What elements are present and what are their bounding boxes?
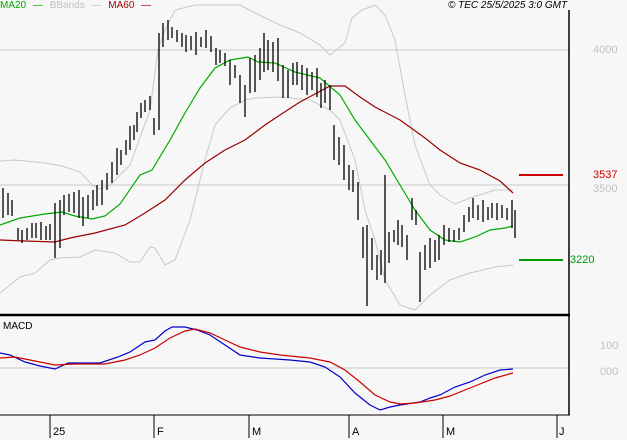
- x-label-jun: J: [559, 426, 565, 438]
- bband-upper-line: [0, 4, 513, 205]
- legend-bbands: BBands —: [49, 0, 102, 11]
- macd-line: [0, 326, 514, 411]
- resistance-level-label: 3537: [593, 169, 618, 181]
- macd-y-label-000: 000: [600, 366, 619, 378]
- x-label-feb: F: [157, 426, 164, 438]
- x-axis-ticks: [49, 415, 558, 438]
- macd-panel-title: MACD: [3, 321, 33, 332]
- legend-ma60: MA60 —: [108, 0, 152, 11]
- x-label-apr: A: [352, 426, 360, 438]
- y-label-3500: 3500: [593, 183, 618, 195]
- chart-legend: MA20 — BBands — MA60 —: [0, 0, 155, 12]
- x-label-mar: M: [252, 426, 262, 438]
- price-bars: [2, 20, 516, 306]
- ma60-line: [0, 85, 514, 243]
- copyright-timestamp: © TEC 25/5/2025 3:0 GMT: [448, 0, 568, 11]
- x-label-25: 25: [53, 426, 66, 438]
- macd-y-label-100: 100: [600, 340, 619, 352]
- x-label-may: M: [446, 426, 456, 438]
- legend-ma20: MA20 —: [0, 0, 43, 11]
- support-level-label: 3220: [570, 254, 595, 266]
- bband-lower-line: [0, 96, 514, 311]
- macd-signal-line: [0, 328, 514, 405]
- y-label-4000: 4000: [593, 44, 618, 56]
- ma20-line: [0, 56, 514, 243]
